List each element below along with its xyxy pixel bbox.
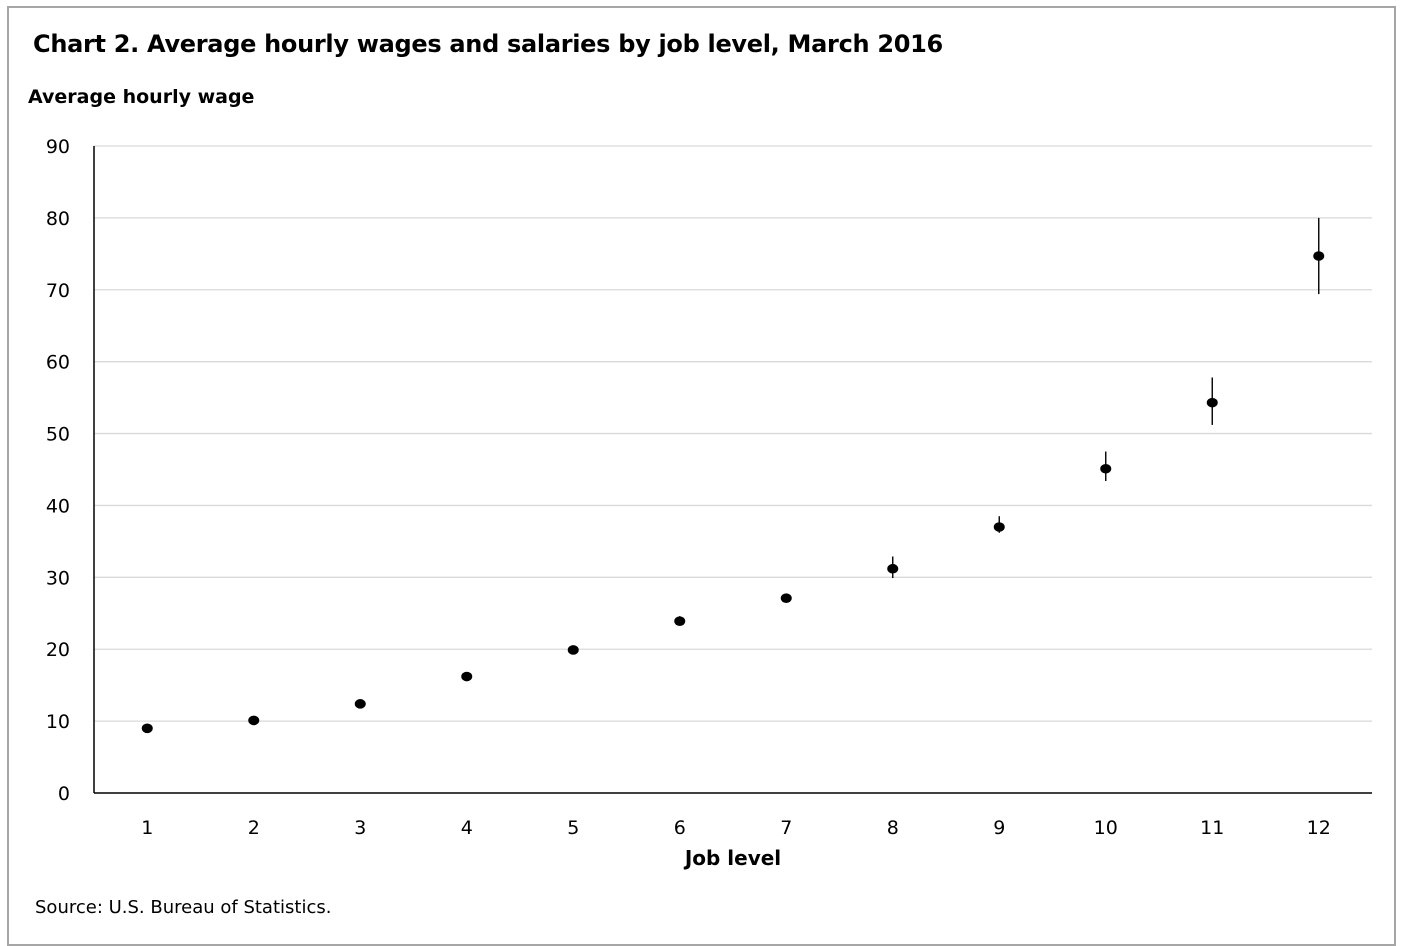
- data-point: [674, 616, 686, 626]
- data-point: [780, 593, 792, 603]
- x-axis-label: Job level: [683, 846, 781, 870]
- y-tick-label: 40: [46, 495, 70, 517]
- data-point: [354, 699, 366, 709]
- y-tick-label: 10: [46, 711, 70, 733]
- data-point: [1313, 251, 1325, 261]
- axes: [93, 146, 1372, 794]
- gridlines: [94, 145, 1372, 722]
- data-point: [461, 671, 473, 682]
- y-tick-label: 0: [58, 783, 70, 805]
- data-point: [887, 563, 899, 574]
- data-points: [141, 251, 1325, 734]
- y-tick-label: 90: [46, 136, 70, 158]
- x-tick-label: 9: [993, 817, 1005, 839]
- x-tick-label: 3: [354, 817, 366, 839]
- data-point: [1206, 397, 1218, 408]
- x-tick-labels: 1 2 3 4 5 6 7 8 9 10 11 12: [141, 817, 1331, 839]
- x-tick-label: 8: [887, 817, 899, 839]
- chart-title: Chart 2. Average hourly wages and salari…: [33, 30, 943, 58]
- x-tick-label: 5: [567, 817, 579, 839]
- data-point: [567, 645, 579, 655]
- x-tick-label: 7: [780, 817, 792, 839]
- y-tick-label: 80: [46, 208, 70, 230]
- chart-frame: [7, 6, 1396, 946]
- y-tick-labels: 0 10 20 30 40 50 60 70 80 90: [46, 136, 70, 805]
- y-axis-label: Average hourly wage: [28, 86, 255, 108]
- x-tick-label: 2: [248, 817, 260, 839]
- x-tick-label: 6: [674, 817, 686, 839]
- error-bars: [146, 217, 1320, 730]
- y-tick-label: 70: [46, 280, 70, 302]
- y-tick-label: 20: [46, 639, 70, 661]
- x-tick-label: 12: [1307, 817, 1331, 839]
- source-note: Source: U.S. Bureau of Statistics.: [35, 897, 332, 918]
- data-point: [1100, 463, 1112, 474]
- data-point: [248, 715, 260, 726]
- data-point: [141, 723, 153, 734]
- data-point: [993, 522, 1005, 532]
- x-tick-label: 10: [1094, 817, 1118, 839]
- y-tick-label: 50: [46, 424, 70, 446]
- x-tick-label: 1: [141, 817, 153, 839]
- y-tick-label: 30: [46, 567, 70, 589]
- x-tick-label: 4: [461, 817, 473, 839]
- y-tick-label: 60: [46, 352, 70, 374]
- x-tick-label: 11: [1200, 817, 1224, 839]
